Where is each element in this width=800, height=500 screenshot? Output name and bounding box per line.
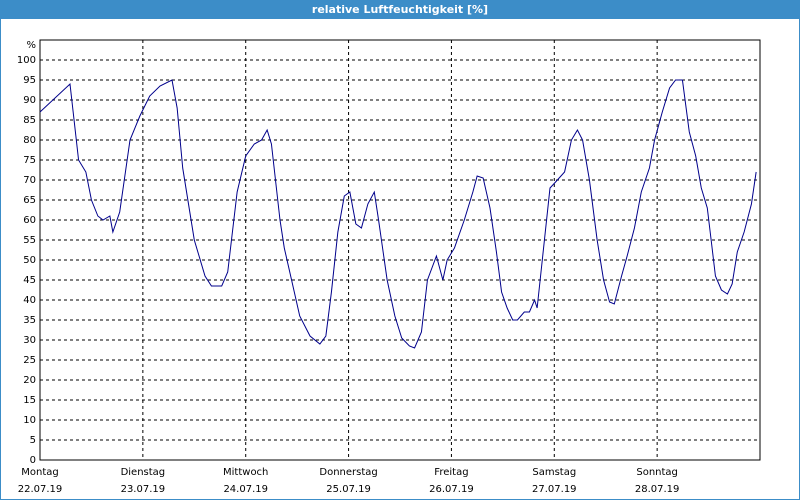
x-tick-label: Mittwoch [223, 467, 268, 478]
x-tick-date: 24.07.19 [223, 484, 268, 495]
y-tick-label: 65 [23, 195, 36, 206]
x-tick-date: 26.07.19 [429, 484, 474, 495]
y-tick-label: 0 [30, 455, 36, 466]
y-tick-label: 100 [17, 55, 36, 66]
y-tick-label: 40 [23, 295, 36, 306]
x-tick-date: 22.07.19 [18, 484, 63, 495]
y-tick-label: 30 [23, 335, 36, 346]
y-tick-label: 75 [23, 155, 36, 166]
y-tick-label: 35 [23, 315, 36, 326]
chart: % 0 5 10 15 20 25 30 35 40 45 50 55 60 65 70 75 80 85 90 95… [17, 39, 761, 495]
y-tick-label: 20 [23, 375, 36, 386]
y-tick-label: 25 [23, 355, 36, 366]
y-tick-label: 45 [23, 275, 36, 286]
y-tick-label: 10 [23, 415, 36, 426]
x-tick-date: 25.07.19 [326, 484, 371, 495]
x-tick-label: Freitag [434, 467, 468, 478]
y-tick-label: 70 [23, 175, 36, 186]
y-tick-label: 60 [23, 215, 36, 226]
data-line [39, 79, 757, 349]
x-tick-label: Sonntag [636, 467, 678, 478]
y-unit: % [26, 40, 36, 51]
y-tick-label: 55 [23, 235, 36, 246]
x-tick-label: Dienstag [121, 467, 166, 478]
x-tick-date: 23.07.19 [121, 484, 166, 495]
y-tick-label: 95 [23, 75, 36, 86]
y-tick-label: 90 [23, 95, 36, 106]
title-bar: relative Luftfeuchtigkeit [%] [1, 1, 799, 19]
x-tick-label: Samstag [532, 467, 576, 478]
x-tick-date: 27.07.19 [532, 484, 577, 495]
plot-area [39, 39, 761, 461]
y-tick-label: 80 [23, 135, 36, 146]
y-tick-label: 15 [23, 395, 36, 406]
x-tick-label: Montag [21, 467, 58, 478]
y-tick-label: 85 [23, 115, 36, 126]
y-tick-label: 50 [23, 255, 36, 266]
y-tick-label: 5 [30, 435, 36, 446]
x-tick-date: 28.07.19 [635, 484, 680, 495]
x-tick-label: Donnerstag [319, 467, 377, 478]
